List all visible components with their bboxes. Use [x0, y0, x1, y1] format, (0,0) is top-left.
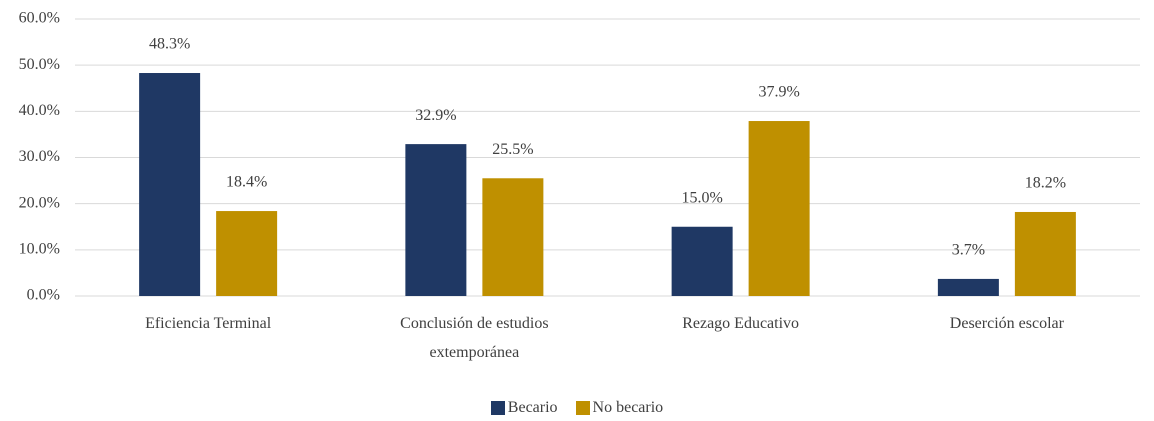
legend-label: No becario: [592, 399, 664, 416]
legend-item: No becario: [575, 399, 664, 417]
legend-item: Becario: [490, 399, 558, 417]
x-tick-label: Conclusión de estudios extemporánea: [400, 315, 549, 361]
data-label: 3.7%: [952, 242, 985, 259]
data-label: 18.2%: [1025, 175, 1066, 192]
y-tick-label: 10.0%: [19, 241, 60, 258]
y-tick-label: 60.0%: [19, 10, 60, 27]
bar: [482, 178, 544, 296]
bar: [748, 121, 810, 296]
data-label: 37.9%: [758, 84, 799, 101]
y-tick-label: 40.0%: [19, 102, 60, 119]
bar: [1014, 211, 1076, 296]
y-tick-label: 20.0%: [19, 194, 60, 211]
data-label: 32.9%: [415, 107, 456, 124]
bar: [139, 73, 201, 296]
legend-label: Becario: [507, 399, 558, 416]
data-label: 18.4%: [226, 174, 267, 191]
x-tick-label: Deserción escolar: [949, 315, 1064, 332]
x-tick-label: Rezago Educativo: [682, 315, 800, 332]
y-tick-label: 0.0%: [27, 287, 60, 304]
data-label: 48.3%: [149, 36, 190, 53]
x-tick-label: Eficiencia Terminal: [145, 315, 272, 332]
bar: [937, 278, 999, 296]
bar: [216, 211, 278, 296]
legend-swatch: [575, 401, 590, 415]
legend-swatch: [490, 401, 505, 415]
data-label: 15.0%: [681, 189, 722, 206]
data-label: 25.5%: [492, 141, 533, 158]
bar: [671, 226, 733, 296]
legend: Becario No becario: [0, 399, 1154, 417]
y-tick-label: 30.0%: [19, 148, 60, 165]
bar: [405, 144, 467, 296]
y-tick-label: 50.0%: [19, 56, 60, 73]
